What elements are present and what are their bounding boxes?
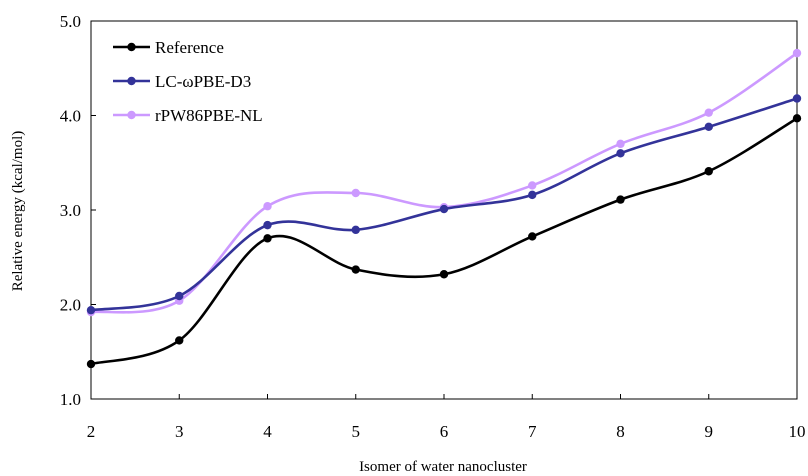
legend: Reference LC-ωPBE-D3 rPW86PBE-NL bbox=[113, 38, 263, 125]
legend-swatch-marker bbox=[127, 42, 136, 52]
x-axis-title: Isomer of water nanocluster bbox=[359, 459, 527, 475]
legend-item: rPW86PBE-NL bbox=[113, 106, 263, 125]
legend-item: LC-ωPBE-D3 bbox=[113, 72, 251, 91]
axes: 1.0 2.0 3.0 4.0 5.0 2 3 4 5 6 7 8 9 10 bbox=[60, 12, 806, 441]
data-point bbox=[439, 204, 449, 214]
x-tick-label: 2 bbox=[87, 422, 96, 441]
legend-label: rPW86PBE-NL bbox=[155, 106, 263, 125]
data-point bbox=[86, 359, 96, 369]
data-point bbox=[175, 336, 184, 345]
data-point bbox=[351, 265, 360, 274]
y-tick-label: 5.0 bbox=[60, 12, 81, 31]
x-tick-label: 5 bbox=[352, 422, 361, 441]
data-point bbox=[704, 167, 713, 176]
x-tick-label: 8 bbox=[616, 422, 625, 441]
series-layer bbox=[86, 48, 802, 369]
x-tick-label: 9 bbox=[705, 422, 714, 441]
x-tick-label: 4 bbox=[263, 422, 272, 441]
y-tick-label: 2.0 bbox=[60, 296, 81, 315]
legend-item: Reference bbox=[113, 38, 224, 57]
data-point bbox=[704, 122, 713, 132]
x-tick-label: 6 bbox=[440, 422, 449, 441]
series-0 bbox=[86, 114, 802, 369]
legend-label: LC-ωPBE-D3 bbox=[155, 72, 251, 91]
x-tick-label: 7 bbox=[528, 422, 537, 441]
legend-swatch-marker bbox=[127, 76, 136, 86]
data-point bbox=[528, 181, 537, 190]
data-point bbox=[528, 190, 537, 200]
y-tick-label: 1.0 bbox=[60, 390, 81, 409]
x-tick-label: 3 bbox=[175, 422, 184, 441]
y-tick-label: 4.0 bbox=[60, 107, 81, 126]
y-axis-title: Relative energy (kcal/mol) bbox=[10, 131, 26, 292]
data-point bbox=[263, 220, 272, 230]
data-point bbox=[528, 232, 537, 241]
data-point bbox=[616, 195, 625, 204]
data-point bbox=[175, 291, 184, 301]
data-point bbox=[792, 94, 802, 103]
x-tick-label: 10 bbox=[789, 422, 806, 441]
legend-label: Reference bbox=[155, 38, 224, 57]
data-point bbox=[792, 48, 802, 58]
data-point bbox=[351, 225, 360, 235]
series-1 bbox=[86, 94, 802, 315]
data-point bbox=[86, 305, 96, 315]
data-point bbox=[263, 234, 272, 243]
data-point bbox=[439, 270, 449, 279]
y-tick-label: 3.0 bbox=[60, 201, 81, 220]
series-line bbox=[90, 117, 798, 366]
data-point bbox=[616, 149, 625, 158]
data-point bbox=[351, 188, 360, 198]
data-point bbox=[263, 202, 272, 211]
legend-swatch-marker bbox=[127, 110, 136, 120]
data-point bbox=[616, 139, 625, 149]
data-point bbox=[792, 114, 802, 123]
data-point bbox=[704, 108, 713, 117]
